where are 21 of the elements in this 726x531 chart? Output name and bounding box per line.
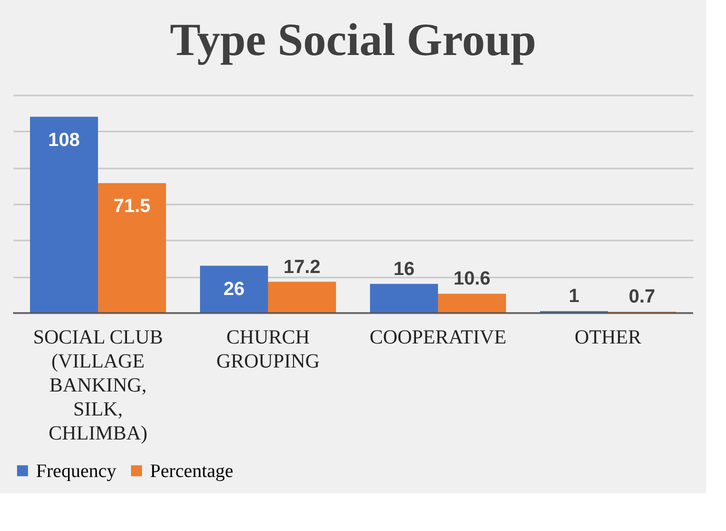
bar [98, 183, 166, 313]
data-label: 10.6 [454, 268, 490, 290]
bar [268, 282, 336, 313]
bar [370, 284, 438, 313]
legend-label: Frequency [36, 460, 117, 482]
data-label: 1 [568, 286, 580, 308]
legend-label: Percentage [150, 460, 234, 482]
x-tick-label: SOCIAL CLUB (VILLAGE BANKING, SILK, CHLIMBA) [33, 326, 163, 444]
data-label: 71.5 [114, 196, 151, 218]
data-label: 26 [223, 278, 245, 300]
bar [438, 294, 506, 313]
bar [30, 116, 98, 313]
data-label: 16 [393, 258, 415, 280]
x-tick-label: OTHER [574, 326, 642, 348]
data-label: 0.7 [628, 286, 656, 308]
x-tick-label: CHURCH GROUPING [216, 326, 320, 372]
bar [200, 266, 268, 313]
chart-title: Type Social Group [170, 14, 536, 65]
data-label: 17.2 [284, 256, 320, 278]
x-tick-label: COOPERATIVE [370, 326, 506, 348]
data-label: 108 [48, 130, 80, 151]
